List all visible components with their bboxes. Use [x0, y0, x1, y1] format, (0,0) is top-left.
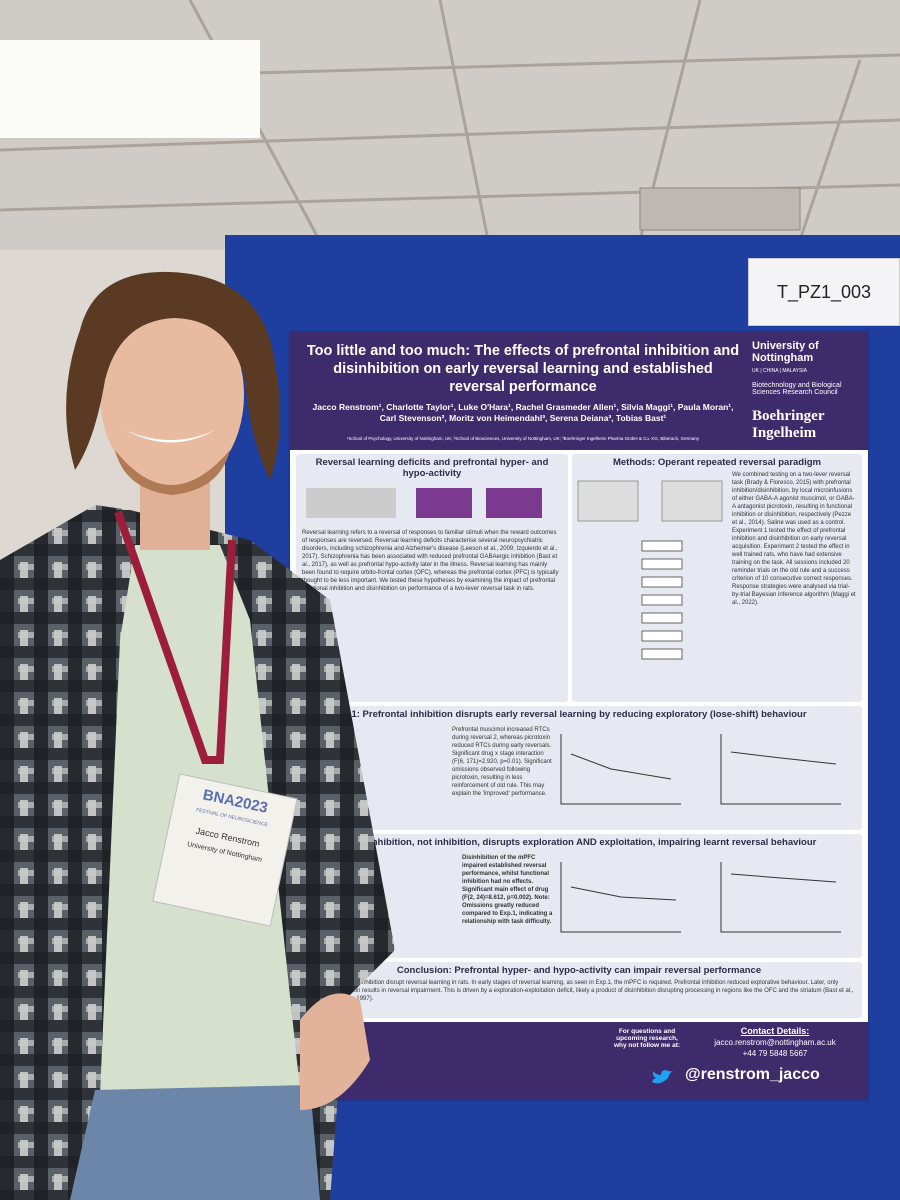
logo-university: University of Nottingham: [752, 340, 819, 364]
twitter-icon: [652, 1070, 673, 1084]
board-label: T_PZ1_003: [748, 258, 900, 326]
poster-footer: For questions and upcoming research, why…: [290, 1022, 868, 1100]
shape: [560, 862, 681, 933]
shape: [306, 488, 396, 518]
panel-intro: Reversal learning deficits and prefronta…: [296, 454, 568, 702]
section-body: Reversal learning refers to a reversal o…: [302, 530, 559, 592]
shape: [486, 488, 542, 518]
shape: [652, 1070, 673, 1084]
section-body: Disinhibition of the mPFC impaired estab…: [462, 855, 553, 925]
shape: [570, 753, 672, 780]
shape: [416, 488, 472, 518]
shape: [0, 118, 900, 152]
ceiling-light: [0, 40, 260, 138]
results-2-plots: [560, 862, 841, 933]
panel-results-1: 1: Prefrontal inhibition disrupts early …: [296, 706, 862, 830]
twitter-handle: @renstrom_jacco: [685, 1066, 820, 1083]
shape: [798, 59, 862, 241]
shape: [641, 540, 683, 552]
shape: [641, 630, 683, 642]
shape: [438, 0, 492, 251]
section-heading: Methods: Operant repeated reversal parad…: [612, 457, 821, 468]
intro-figure: [306, 488, 542, 518]
section-body: We combined testing on a two-lever rever…: [732, 472, 856, 606]
section-heading: Reversal learning deficits and prefronta…: [315, 457, 549, 479]
logo-council: Biotechnology and Biological Sciences Re…: [752, 382, 842, 396]
shape: [560, 734, 681, 805]
contact-prompt: For questions and upcoming research, why…: [613, 1028, 681, 1049]
section-heading: Conclusion: Prefrontal hyper- and hypo-a…: [396, 965, 762, 976]
poster-authors: Jacco Renstrom¹, Charlotte Taylor¹, Luke…: [312, 402, 734, 423]
section-heading: 1: Prefrontal inhibition disrupts early …: [351, 709, 807, 720]
panel-results-2: tal disinhibition, not inhibition, disru…: [296, 834, 862, 958]
methods-figure: [577, 480, 723, 660]
air-vent: [639, 187, 801, 231]
shape: [641, 576, 683, 588]
poster: Too little and too much: The effects of …: [290, 332, 868, 1100]
shape: [577, 480, 639, 522]
poster-header: Too little and too much: The effects of …: [290, 332, 868, 450]
poster-title: Too little and too much: The effects of …: [306, 343, 740, 395]
wall: [0, 250, 240, 1200]
contact-phone: +44 79 5848 5667: [742, 1049, 808, 1058]
contact-email: jacco.renstrom@nottingham.ac.uk: [714, 1038, 836, 1047]
logo-pharma: Boehringer Ingelheim: [752, 408, 825, 441]
shape: [641, 540, 683, 660]
shape: [641, 558, 683, 570]
shape: [720, 734, 841, 805]
shape: [720, 862, 841, 933]
contact-heading: Contact Details:: [740, 1026, 810, 1036]
section-body: Both inhibition and disinhibition disrup…: [302, 980, 854, 1002]
panel-conclusion: Conclusion: Prefrontal hyper- and hypo-a…: [296, 962, 862, 1018]
shape: [661, 480, 723, 522]
shape: [730, 751, 837, 765]
shape: [730, 873, 837, 883]
shape: [570, 886, 677, 901]
poster-affiliations: ¹School of Psychology, University of Not…: [346, 436, 700, 441]
section-heading: tal disinhibition, not inhibition, disru…: [341, 837, 817, 848]
section-body: Prefrontal muscimol increased RTCs durin…: [452, 727, 552, 797]
shape: [641, 612, 683, 624]
results-1-plots: [560, 734, 841, 805]
panel-methods: Methods: Operant repeated reversal parad…: [572, 454, 862, 702]
shape: [641, 594, 683, 606]
logo-campuses: UK | CHINA | MALAYSIA: [752, 368, 808, 374]
shape: [560, 734, 841, 805]
shape: [560, 862, 841, 933]
shape: [641, 648, 683, 660]
